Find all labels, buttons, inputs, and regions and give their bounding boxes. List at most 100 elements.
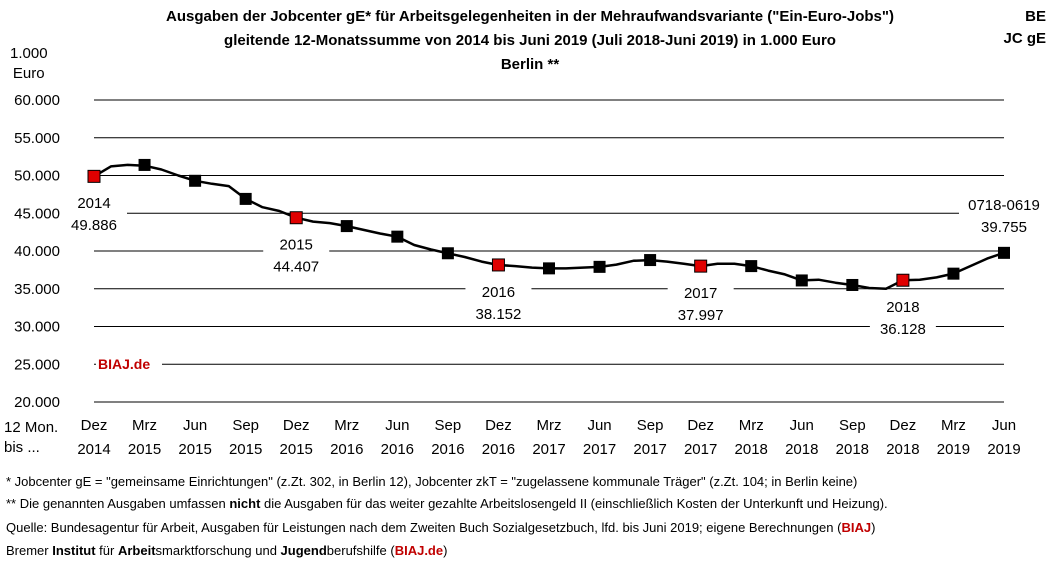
footnote-expenses-part2: die Ausgaben für das weiter gezahlte Arb…	[260, 496, 888, 511]
x-tick-label-year: 2017	[532, 441, 565, 458]
x-tick-label-month: Mrz	[537, 417, 562, 434]
x-tick-label-year: 2015	[280, 441, 313, 458]
x-tick-label-month: Dez	[687, 417, 714, 434]
x-tick-label-month: Jun	[385, 417, 409, 434]
data-point	[391, 230, 404, 243]
y-axis-unit-line1: 1.000	[10, 45, 48, 62]
data-point-highlight	[289, 211, 303, 225]
data-label-period: 2015	[280, 237, 313, 254]
publisher-link-biaj[interactable]: BIAJ.de	[394, 543, 444, 558]
data-label-period: 2014	[77, 195, 110, 212]
x-tick-label-month: Sep	[435, 417, 462, 434]
x-tick-label-year: 2015	[229, 441, 262, 458]
x-tick-label-month: Sep	[232, 417, 259, 434]
line-chart: 20.000 25.000 30.000 35.000 40.000 45.000 50.0…	[14, 92, 1049, 458]
jobcenter-type: JC gE	[1003, 30, 1046, 47]
data-label-value: 38.152	[475, 306, 521, 323]
data-label-value: 49.886	[71, 217, 117, 234]
x-tick-label-year: 2019	[937, 441, 970, 458]
annotation-background	[869, 291, 936, 334]
region-label: BE JC gE	[1003, 6, 1046, 50]
x-tick-label-year: 2018	[785, 441, 818, 458]
footnote-source-part2: )	[871, 520, 876, 535]
data-label-value: 37.997	[678, 307, 724, 324]
x-tick-label-month: Mrz	[334, 417, 359, 434]
publisher-part4: berufshilfe (	[326, 543, 395, 558]
watermark-background	[96, 353, 162, 373]
data-point	[441, 247, 454, 260]
data-label-period: 2018	[886, 299, 919, 316]
x-tick-label-month: Jun	[790, 417, 814, 434]
data-label-value: 44.407	[273, 259, 319, 276]
y-tick-label: 20.000	[14, 394, 60, 411]
footnote-jobcenter: * Jobcenter gE = "gemeinsame Einrichtung…	[6, 474, 858, 489]
y-tick-label: 25.000	[14, 356, 60, 373]
annotation-background	[959, 189, 1049, 231]
y-tick-label: 35.000	[14, 281, 60, 298]
y-tick-label: 45.000	[14, 205, 60, 222]
x-tick-label-year: 2016	[381, 441, 414, 458]
x-axis-caption-line1: 12 Mon.	[4, 419, 59, 436]
data-point-highlight	[694, 259, 708, 273]
data-point	[846, 278, 859, 291]
footnote-source: Quelle: Bundesagentur für Arbeit, Ausgab…	[6, 520, 875, 536]
x-tick-label-year: 2017	[684, 441, 717, 458]
publisher-part3: smarktforschung und	[155, 543, 281, 558]
y-tick-label: 55.000	[14, 130, 60, 147]
annotation-background	[61, 187, 127, 229]
x-tick-label-month: Mrz	[739, 417, 764, 434]
x-tick-label-year: 2014	[77, 441, 110, 458]
y-tick-label: 40.000	[14, 243, 60, 260]
y-axis-unit: 1.000 Euro	[10, 44, 48, 84]
x-tick-label-month: Jun	[587, 417, 611, 434]
data-point	[543, 262, 555, 275]
data-point	[593, 260, 606, 273]
data-label-value: 39.755	[981, 219, 1027, 236]
data-point-highlight	[896, 273, 910, 287]
x-tick-label-year: 2015	[128, 441, 161, 458]
data-label-period: 2017	[684, 285, 717, 302]
x-axis-caption-line2: bis ...	[4, 439, 40, 456]
y-axis-unit-line2: Euro	[12, 65, 45, 82]
data-point	[138, 158, 151, 171]
x-tick-label-month: Dez	[81, 417, 108, 434]
x-tick-label-month: Mrz	[941, 417, 966, 434]
x-tick-label-year: 2018	[836, 441, 869, 458]
data-point	[998, 246, 1010, 259]
y-tick-label: 60.000	[14, 92, 60, 109]
x-tick-label-month: Mrz	[132, 417, 157, 434]
chart-title-line1: Ausgaben der Jobcenter gE* für Arbeitsge…	[166, 8, 894, 25]
footnote-expenses-part1: ** Die genannten Ausgaben umfassen	[6, 496, 230, 511]
data-point	[795, 274, 808, 287]
publisher-bold-jugend: Jugend	[280, 543, 327, 558]
region-code: BE	[1025, 8, 1046, 25]
data-point	[340, 220, 353, 233]
x-tick-label-month: Jun	[992, 417, 1016, 434]
x-tick-label-month: Dez	[890, 417, 917, 434]
annotation-background	[263, 228, 330, 271]
data-label-period: 2016	[482, 284, 515, 301]
publisher-bold-institut: Institut	[52, 543, 96, 558]
watermark-biaj: BIAJ.de	[98, 356, 150, 372]
chart-title-line2: gleitende 12-Monatssumme von 2014 bis Ju…	[224, 32, 836, 49]
data-label-value: 36.128	[880, 321, 926, 338]
annotation-background	[667, 277, 734, 320]
x-tick-label-month: Sep	[637, 417, 664, 434]
footnote-publisher: Bremer Institut für Arbeitsmarktforschun…	[6, 543, 447, 559]
x-tick-label-month: Sep	[839, 417, 866, 434]
data-point	[745, 260, 758, 273]
x-axis-caption: 12 Mon. bis ...	[4, 418, 58, 458]
annotation-background	[465, 275, 532, 318]
footnote-source-part1: Quelle: Bundesagentur für Arbeit, Ausgab…	[6, 520, 842, 535]
x-tick-label-year: 2017	[583, 441, 616, 458]
x-tick-label-year: 2016	[330, 441, 363, 458]
x-tick-label-month: Jun	[183, 417, 207, 434]
footnote-expenses: ** Die genannten Ausgaben umfassen nicht…	[6, 496, 888, 512]
data-point-highlight	[491, 258, 505, 272]
x-tick-label-year: 2019	[987, 441, 1020, 458]
publisher-part5: )	[443, 543, 448, 558]
publisher-part1: Bremer	[6, 543, 53, 558]
x-tick-label-year: 2017	[633, 441, 666, 458]
x-tick-label-year: 2015	[178, 441, 211, 458]
data-point	[947, 267, 960, 280]
